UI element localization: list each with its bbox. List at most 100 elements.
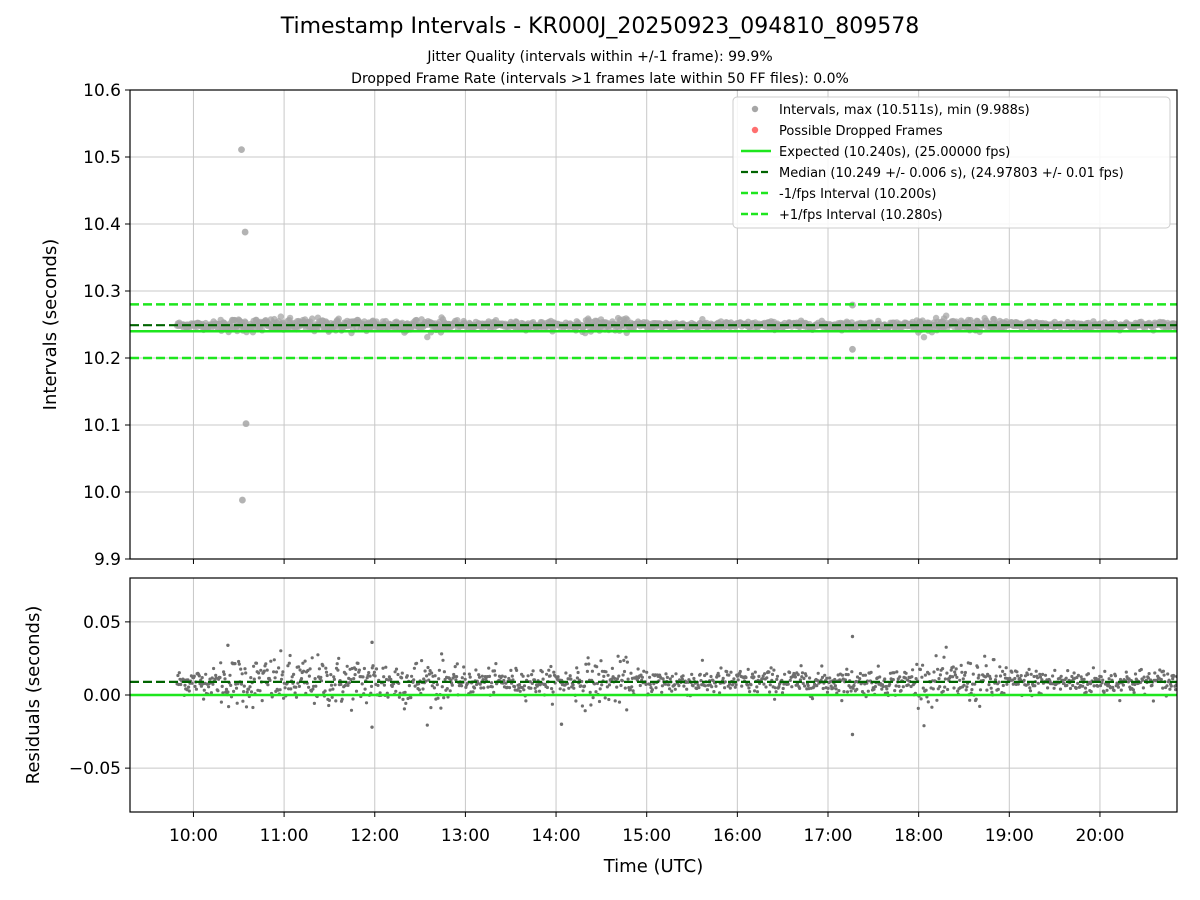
ytick-label-top-5: 10.4 — [83, 215, 121, 235]
residual-point — [492, 669, 497, 673]
residual-point — [454, 678, 458, 682]
residual-point — [504, 681, 508, 685]
residual-point — [387, 675, 391, 679]
residual-point — [1052, 686, 1056, 690]
interval-point — [309, 315, 316, 322]
residual-point — [262, 669, 266, 673]
residual-point — [699, 679, 703, 683]
residual-point — [313, 677, 317, 681]
residual-point — [332, 675, 336, 679]
residual-point — [1159, 677, 1163, 682]
residual-point — [288, 653, 292, 658]
residual-point — [994, 674, 998, 678]
residual-point — [786, 682, 790, 686]
residual-point — [422, 677, 426, 681]
residual-point — [1102, 690, 1106, 695]
residual-point — [249, 676, 253, 680]
residual-point — [781, 686, 785, 691]
residual-point — [440, 685, 444, 689]
residual-point — [437, 677, 441, 681]
residual-point — [1064, 676, 1068, 680]
residual-point — [705, 688, 710, 692]
residual-point — [919, 697, 923, 701]
chart-subtitle-dropped: Dropped Frame Rate (intervals >1 frames … — [351, 71, 849, 87]
residual-point — [512, 685, 517, 689]
interval-outlier-5 — [849, 345, 856, 353]
residual-point — [209, 691, 213, 695]
residual-point — [290, 675, 294, 679]
residual-point — [668, 687, 672, 691]
residual-point — [376, 683, 380, 688]
residual-point — [796, 673, 800, 677]
residual-point — [228, 673, 232, 677]
residual-point — [296, 681, 300, 685]
residual-point — [812, 685, 816, 689]
residual-point — [703, 684, 707, 688]
residual-point — [241, 699, 245, 703]
residual-point — [1119, 688, 1123, 692]
residual-point — [248, 685, 252, 689]
residual-point — [983, 675, 988, 679]
residual-point — [866, 689, 870, 693]
x-axis-label: Time (UTC) — [603, 856, 704, 877]
residual-point — [199, 684, 203, 688]
residual-point — [588, 690, 592, 695]
residual-point — [280, 673, 284, 677]
residual-point — [594, 690, 598, 694]
residual-point — [1040, 678, 1044, 682]
residual-point — [589, 703, 593, 707]
residual-point — [922, 724, 926, 728]
residual-point — [1041, 672, 1045, 677]
interval-point — [943, 312, 950, 319]
residual-point — [976, 676, 980, 680]
residual-point — [339, 682, 343, 687]
residual-point — [831, 686, 835, 690]
residual-point — [1112, 688, 1116, 693]
ytick-label-top-2: 10.1 — [83, 416, 121, 436]
residual-point — [617, 674, 621, 678]
residual-point — [931, 687, 935, 691]
residual-point — [648, 682, 652, 687]
residual-point — [777, 685, 781, 689]
residual-point — [363, 687, 367, 691]
residual-point — [354, 689, 359, 693]
residual-point — [1107, 677, 1111, 681]
residual-point — [337, 656, 341, 661]
residual-point — [846, 673, 850, 677]
residual-point — [214, 673, 218, 678]
residual-point — [945, 671, 949, 675]
residual-point — [834, 687, 838, 691]
residual-point — [898, 675, 902, 679]
residual-point — [901, 685, 905, 689]
residual-point — [545, 672, 549, 676]
residual-point — [257, 676, 261, 680]
residual-point — [1071, 683, 1075, 688]
residual-point — [194, 687, 198, 691]
residual-point — [915, 662, 919, 667]
residual-point — [297, 665, 301, 669]
residual-point — [840, 699, 844, 703]
residual-point — [264, 662, 268, 666]
residual-point — [893, 689, 897, 693]
residual-point — [480, 674, 484, 678]
residual-point — [800, 675, 804, 679]
residual-point — [747, 686, 751, 690]
residual-point — [1026, 682, 1030, 686]
residual-point — [584, 662, 588, 666]
residual-point — [522, 684, 527, 688]
residual-point — [455, 662, 459, 666]
residual-point — [910, 675, 914, 679]
residual-point — [1132, 691, 1136, 695]
residual-point — [202, 697, 206, 701]
residual-point — [477, 675, 482, 679]
residual-point — [417, 688, 421, 692]
residual-point — [490, 685, 494, 689]
residual-point — [526, 674, 530, 678]
residual-point — [463, 677, 467, 681]
residual-point — [613, 699, 617, 703]
residual-point — [963, 673, 967, 677]
residual-point — [353, 673, 357, 677]
residual-point — [1174, 688, 1177, 692]
residual-point — [441, 658, 445, 662]
residual-point — [510, 674, 514, 678]
